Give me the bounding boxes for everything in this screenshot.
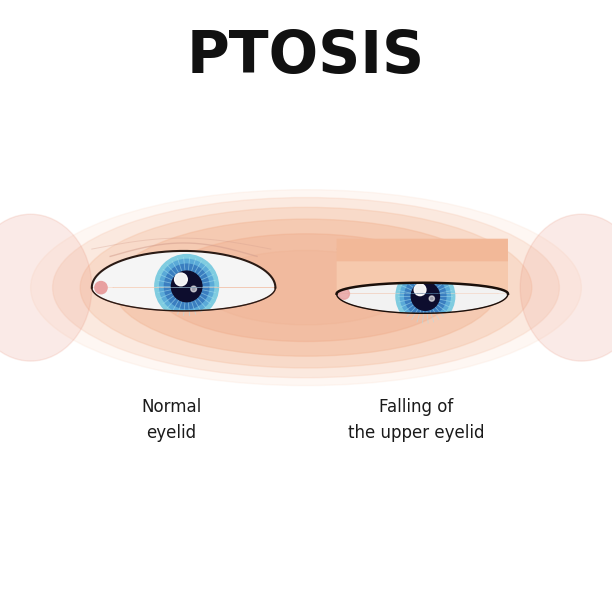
Ellipse shape [31, 190, 581, 386]
Ellipse shape [520, 214, 612, 361]
Circle shape [411, 282, 439, 310]
Text: Normal
eyelid: Normal eyelid [141, 398, 201, 442]
Circle shape [174, 273, 187, 286]
Circle shape [396, 267, 455, 326]
Circle shape [165, 264, 209, 308]
Ellipse shape [113, 219, 499, 356]
Ellipse shape [155, 234, 458, 341]
Circle shape [400, 271, 450, 321]
Polygon shape [337, 261, 508, 294]
Circle shape [429, 296, 435, 301]
Circle shape [95, 282, 107, 294]
Polygon shape [337, 239, 508, 294]
Text: Falling of
the upper eyelid: Falling of the upper eyelid [348, 398, 485, 442]
Circle shape [155, 255, 218, 318]
Circle shape [191, 286, 196, 292]
Ellipse shape [53, 198, 559, 378]
Ellipse shape [80, 207, 532, 368]
Circle shape [160, 259, 214, 313]
Circle shape [405, 275, 446, 317]
Ellipse shape [0, 214, 92, 361]
Polygon shape [337, 283, 508, 313]
Text: PTOSIS: PTOSIS [187, 28, 425, 84]
Ellipse shape [201, 250, 411, 325]
Circle shape [414, 284, 426, 296]
Circle shape [338, 288, 349, 299]
Circle shape [171, 271, 202, 302]
Polygon shape [92, 251, 275, 311]
